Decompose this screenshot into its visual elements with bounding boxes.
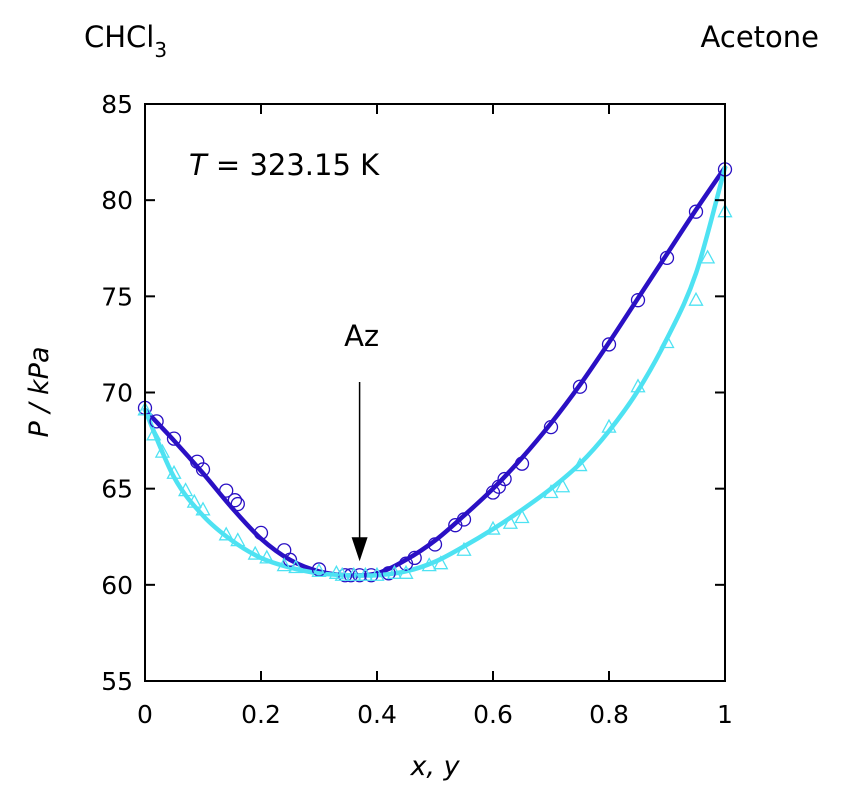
series-3-point <box>276 557 292 572</box>
x-tick-label: 0.6 <box>473 700 513 729</box>
series-3-point <box>502 514 518 529</box>
series-3-point <box>572 457 588 472</box>
series-2-point <box>688 204 704 219</box>
x-tick-label: 0.8 <box>589 700 629 729</box>
series-2-point <box>381 566 396 581</box>
series-2-point <box>485 485 501 500</box>
series-3-point <box>334 566 350 581</box>
x-tick-label: 0.4 <box>357 700 397 729</box>
series-3-point <box>688 291 704 306</box>
series-3-point <box>456 541 472 556</box>
series-3-point <box>555 478 571 493</box>
series-2-point <box>601 337 617 352</box>
series-2-point <box>253 525 269 541</box>
x-tick-label: 0.2 <box>241 700 281 729</box>
y-ticks: 55 60 65 70 75 80 85 <box>101 90 725 696</box>
series-2-point <box>427 537 443 552</box>
series-2-point <box>219 483 234 498</box>
x-tick-label: 1 <box>717 700 733 729</box>
series-3-point <box>601 418 617 433</box>
x-tick-label: 0 <box>137 700 153 729</box>
azeotrope-arrowhead <box>351 537 368 562</box>
series-2-point <box>230 496 245 512</box>
series-3-point <box>700 249 716 264</box>
y-axis-title: P / kPa <box>24 346 55 437</box>
series-2-point <box>497 471 512 487</box>
series-3-point <box>311 563 327 578</box>
series-3-point <box>186 493 202 508</box>
y-tick-label: 85 <box>101 90 133 119</box>
series-2-point <box>456 512 472 527</box>
y-tick-label: 80 <box>101 186 133 215</box>
left-component-label: CHCl3 <box>84 20 167 62</box>
series-2-point <box>364 568 379 583</box>
series-2-point <box>195 462 211 477</box>
x-axis-title: x, y <box>409 751 460 782</box>
y-tick-label: 60 <box>101 571 133 600</box>
series-3-point <box>247 545 263 560</box>
series-3-point <box>166 464 182 479</box>
series-3-point <box>288 559 304 574</box>
series-3-point <box>259 549 275 564</box>
series-3-point <box>543 484 559 499</box>
series-2-point <box>352 568 367 583</box>
series-2-point <box>659 250 675 266</box>
series-0-curve <box>142 165 728 578</box>
series-3-point <box>630 378 646 393</box>
series-2-point <box>166 431 182 446</box>
series-3-point <box>146 426 162 441</box>
series-3-point <box>386 564 402 579</box>
temperature-label: T = 323.15 K <box>189 148 380 182</box>
series-3-point <box>357 566 373 581</box>
series-2-point <box>572 379 588 394</box>
series-3-point <box>218 526 234 541</box>
series-3-point <box>195 501 211 516</box>
series-3-point <box>178 482 194 497</box>
y-tick-label: 55 <box>101 667 133 696</box>
y-tick-label: 70 <box>101 379 133 408</box>
y-tick-label: 65 <box>101 475 133 504</box>
series-2-point <box>227 493 243 508</box>
y-tick-label: 75 <box>101 282 133 311</box>
right-component-label: Acetone <box>701 20 819 54</box>
azeotrope-label: Az <box>344 319 379 353</box>
series-1-curve <box>142 165 728 578</box>
series-3-point <box>433 555 449 570</box>
series-3-point <box>230 532 246 547</box>
series-3-point <box>369 566 385 581</box>
series-3-point <box>514 509 530 524</box>
series-3-point <box>421 557 437 572</box>
series-3-point <box>659 334 675 349</box>
series-2-point <box>514 456 530 471</box>
series-3-point <box>346 566 362 581</box>
series-layer <box>137 162 733 583</box>
series-3-point <box>398 564 414 579</box>
series-2-point <box>407 550 422 566</box>
series-2-point <box>630 293 646 308</box>
series-2-point <box>543 419 559 435</box>
x-ticks: 0 0.2 0.4 0.6 0.8 1 <box>137 104 733 729</box>
series-3-point <box>154 443 170 458</box>
series-2-point <box>149 414 164 429</box>
series-3-point <box>485 520 501 535</box>
